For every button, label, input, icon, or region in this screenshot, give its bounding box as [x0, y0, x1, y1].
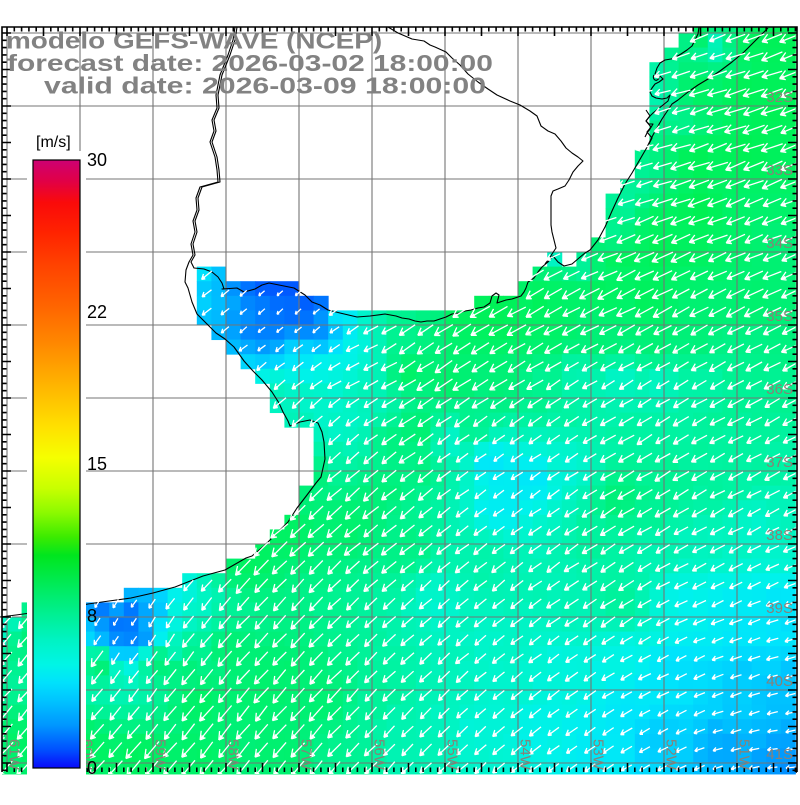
svg-text:33S: 33S	[766, 162, 793, 179]
svg-text:40S: 40S	[766, 673, 793, 690]
svg-text:34S: 34S	[766, 235, 793, 252]
svg-text:15: 15	[87, 454, 107, 474]
svg-text:53W: 53W	[590, 739, 607, 771]
svg-text:8: 8	[87, 606, 97, 626]
svg-text:59W: 59W	[152, 739, 169, 771]
svg-text:37S: 37S	[766, 454, 793, 471]
svg-text:61W: 61W	[6, 739, 23, 771]
svg-text:32S: 32S	[766, 89, 793, 106]
svg-text:57W: 57W	[298, 739, 315, 771]
svg-text:54W: 54W	[517, 739, 534, 771]
svg-text:forecast date: 2026-03-02 18:0: forecast date: 2026-03-02 18:00:00	[7, 50, 493, 76]
svg-text:58W: 58W	[225, 739, 242, 771]
svg-text:35S: 35S	[766, 308, 793, 325]
svg-text:modelo GEFS-WAVE (NCEP): modelo GEFS-WAVE (NCEP)	[6, 29, 382, 54]
svg-text:30: 30	[87, 150, 107, 170]
svg-text:51W: 51W	[736, 739, 753, 771]
svg-text:[m/s]: [m/s]	[36, 134, 71, 151]
svg-text:36S: 36S	[766, 381, 793, 398]
svg-text:39S: 39S	[766, 600, 793, 617]
svg-text:55W: 55W	[444, 739, 461, 771]
svg-text:56W: 56W	[371, 739, 388, 771]
svg-text:38S: 38S	[766, 527, 793, 544]
svg-text:22: 22	[87, 302, 107, 322]
svg-text:41S: 41S	[766, 746, 793, 763]
svg-text:0: 0	[87, 758, 97, 778]
svg-text:52W: 52W	[663, 739, 680, 771]
svg-text:valid date: 2026-03-09 18:00:0: valid date: 2026-03-09 18:00:00	[44, 73, 486, 99]
